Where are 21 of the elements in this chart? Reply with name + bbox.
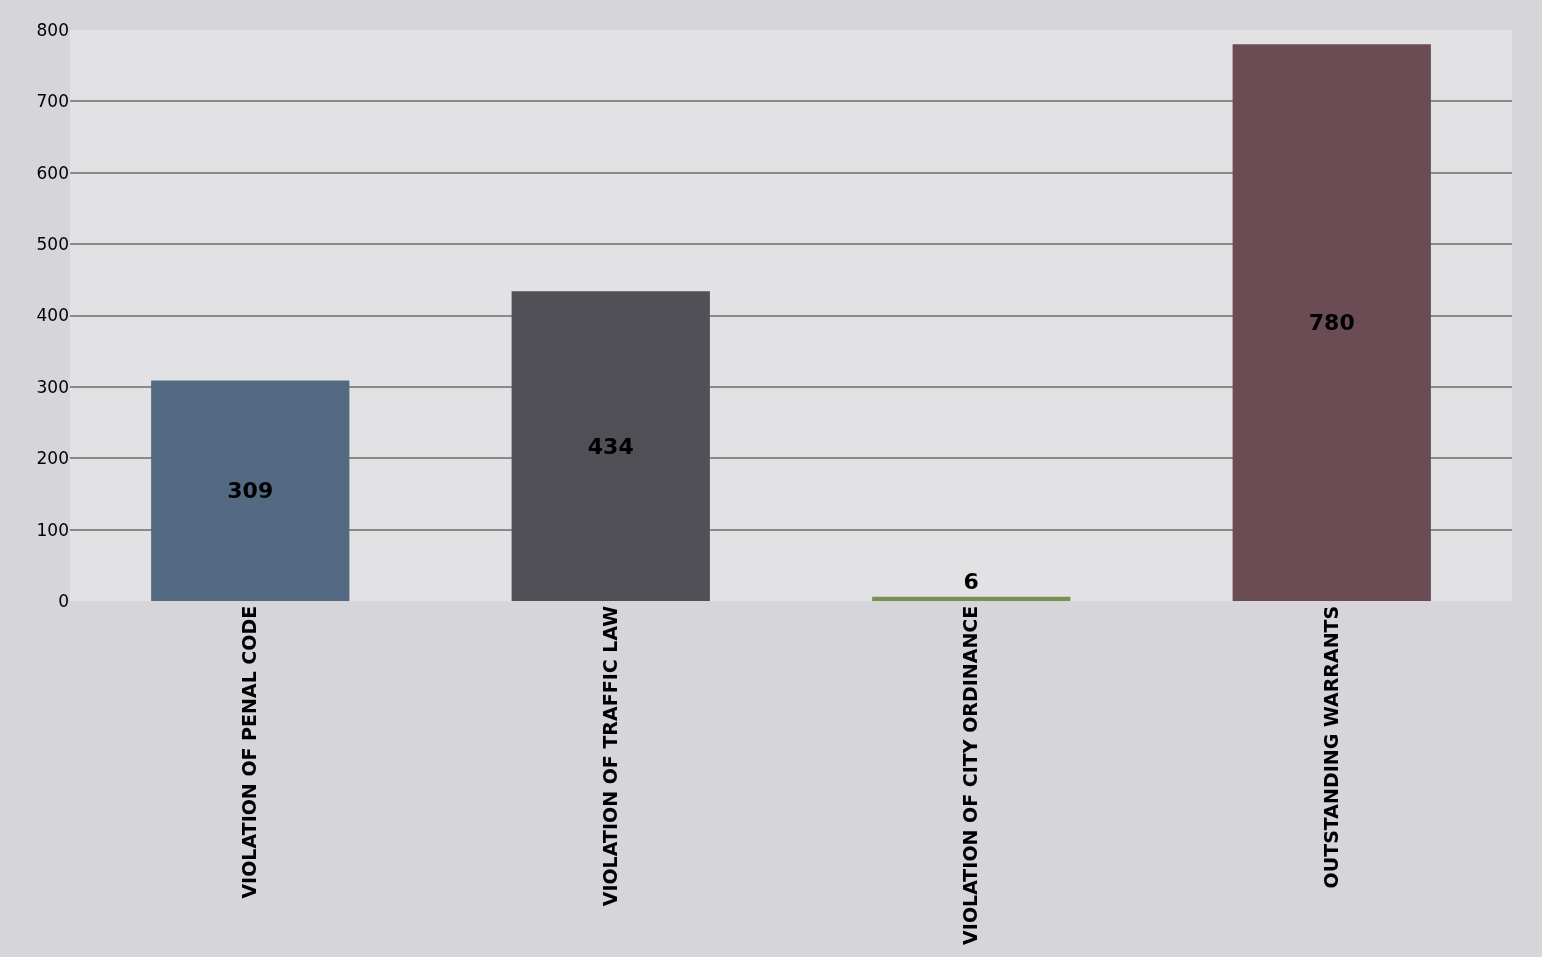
data-label: 434 [587,433,634,459]
y-tick-label: 400 [36,305,69,326]
bar [151,380,350,601]
y-tick-label: 0 [58,590,69,611]
y-tick-label: 800 [36,19,69,40]
data-label: 309 [227,478,274,504]
data-label: 6 [963,568,979,594]
y-tick-label: 600 [36,162,69,183]
bar [872,596,1071,601]
x-tick-label: VIOLATION OF CITY ORDINANCE [959,605,982,945]
y-tick-label: 200 [36,448,69,469]
x-tick-label: VIOLATION OF TRAFFIC LAW [598,605,621,907]
bar [1232,44,1431,601]
x-tick-label: OUTSTANDING WARRANTS [1319,605,1342,889]
y-tick-label: 700 [36,91,69,112]
y-tick-label: 100 [36,519,69,540]
y-tick-label: 500 [36,234,69,255]
bar [511,291,710,601]
data-label: 780 [1308,310,1355,336]
x-tick-label: VIOLATION OF PENAL CODE [238,605,261,899]
y-tick-label: 300 [36,376,69,397]
